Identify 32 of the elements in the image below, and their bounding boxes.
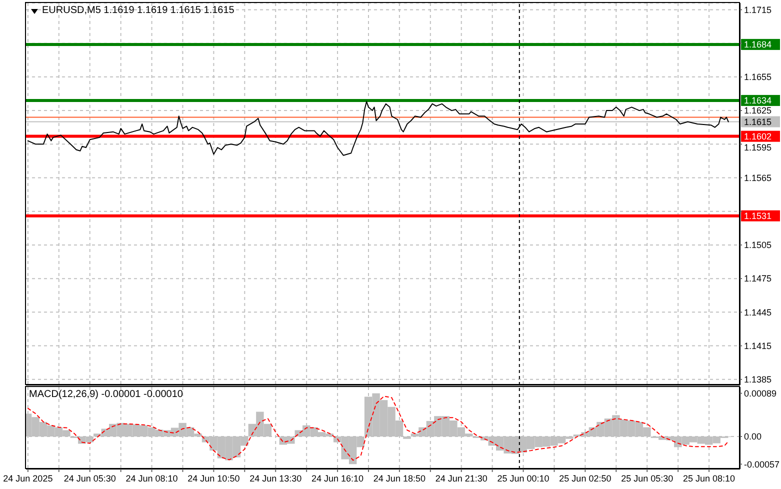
y-tick-label: 0.00089 xyxy=(744,388,777,398)
y-tick-label: 1.1715 xyxy=(744,4,772,15)
y-tick-label: 1.1445 xyxy=(744,307,772,318)
y-tick-label: 1.1385 xyxy=(744,374,772,385)
y-tick-label: 1.1595 xyxy=(744,142,772,152)
y-tick-label: 1.1625 xyxy=(744,106,772,116)
x-tick-label: 25 Jun 05:30 xyxy=(621,474,674,484)
x-tick-label: 24 Jun 2025 xyxy=(3,474,53,484)
x-tick-label: 24 Jun 05:30 xyxy=(64,474,116,484)
y-tick-label: 0.00 xyxy=(744,432,762,442)
ref-line-label: 1.1684 xyxy=(744,40,772,50)
ref-line-label: 1.1531 xyxy=(744,210,772,221)
chart-title: MACD(12,26,9) -0.00001 -0.00010 xyxy=(29,389,183,401)
y-tick-label: 1.1505 xyxy=(744,240,772,250)
x-tick-label: 24 Jun 13:30 xyxy=(250,474,302,484)
y-tick-label: 1.1655 xyxy=(744,72,772,82)
chart-title: EURUSD,M5 1.1619 1.1619 1.1615 1.1615 xyxy=(42,5,234,17)
ref-line-label: 1.1634 xyxy=(744,96,772,106)
y-tick-label: 1.1475 xyxy=(744,274,772,284)
x-tick-label: 24 Jun 21:30 xyxy=(435,474,488,484)
y-tick-label: 1.1415 xyxy=(744,340,772,351)
x-tick-label: 24 Jun 16:10 xyxy=(312,474,364,484)
x-tick-label: 24 Jun 10:50 xyxy=(188,474,240,484)
ref-line-label: 1.1615 xyxy=(744,116,772,127)
x-tick-label: 25 Jun 08:10 xyxy=(683,474,736,484)
y-tick-label: 1.1565 xyxy=(744,172,772,183)
x-tick-label: 25 Jun 02:50 xyxy=(559,474,612,484)
x-tick-label: 25 Jun 00:10 xyxy=(497,474,550,484)
x-tick-label: 24 Jun 18:50 xyxy=(373,474,426,484)
x-tick-label: 24 Jun 08:10 xyxy=(126,474,178,484)
y-tick-label: -0.00057 xyxy=(744,459,780,470)
ref-line-label: 1.1602 xyxy=(744,131,772,142)
